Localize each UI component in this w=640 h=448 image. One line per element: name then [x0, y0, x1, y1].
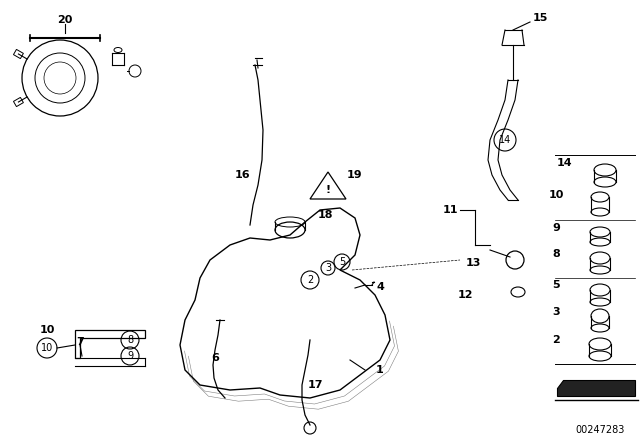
Text: 5: 5	[552, 280, 560, 290]
Text: 15: 15	[532, 13, 548, 23]
Text: 19: 19	[347, 170, 363, 180]
Text: 13: 13	[465, 258, 481, 268]
Text: !: !	[325, 185, 331, 195]
Text: 1: 1	[376, 365, 384, 375]
Text: 9: 9	[127, 351, 133, 361]
Text: 10: 10	[41, 343, 53, 353]
Text: 9: 9	[552, 223, 560, 233]
Polygon shape	[557, 380, 635, 396]
Text: 14: 14	[499, 135, 511, 145]
Text: 5: 5	[339, 257, 345, 267]
Text: 4: 4	[376, 282, 384, 292]
Text: 3: 3	[325, 263, 331, 273]
Text: 20: 20	[58, 15, 73, 25]
Text: 2: 2	[307, 275, 313, 285]
Text: 16: 16	[235, 170, 251, 180]
Text: 2: 2	[552, 335, 560, 345]
Text: 6: 6	[211, 353, 219, 363]
Text: 12: 12	[457, 290, 473, 300]
Text: 11: 11	[442, 205, 458, 215]
Text: 00247283: 00247283	[575, 425, 625, 435]
Text: 17: 17	[307, 380, 323, 390]
Text: 3: 3	[552, 307, 560, 317]
Text: 18: 18	[317, 210, 333, 220]
Text: 14: 14	[557, 158, 573, 168]
Bar	[13, 49, 24, 59]
Text: 8: 8	[127, 335, 133, 345]
Text: 10: 10	[39, 325, 54, 335]
Text: 7: 7	[76, 337, 84, 347]
Text: 8: 8	[552, 249, 560, 259]
Bar	[13, 97, 24, 107]
Text: 10: 10	[548, 190, 564, 200]
